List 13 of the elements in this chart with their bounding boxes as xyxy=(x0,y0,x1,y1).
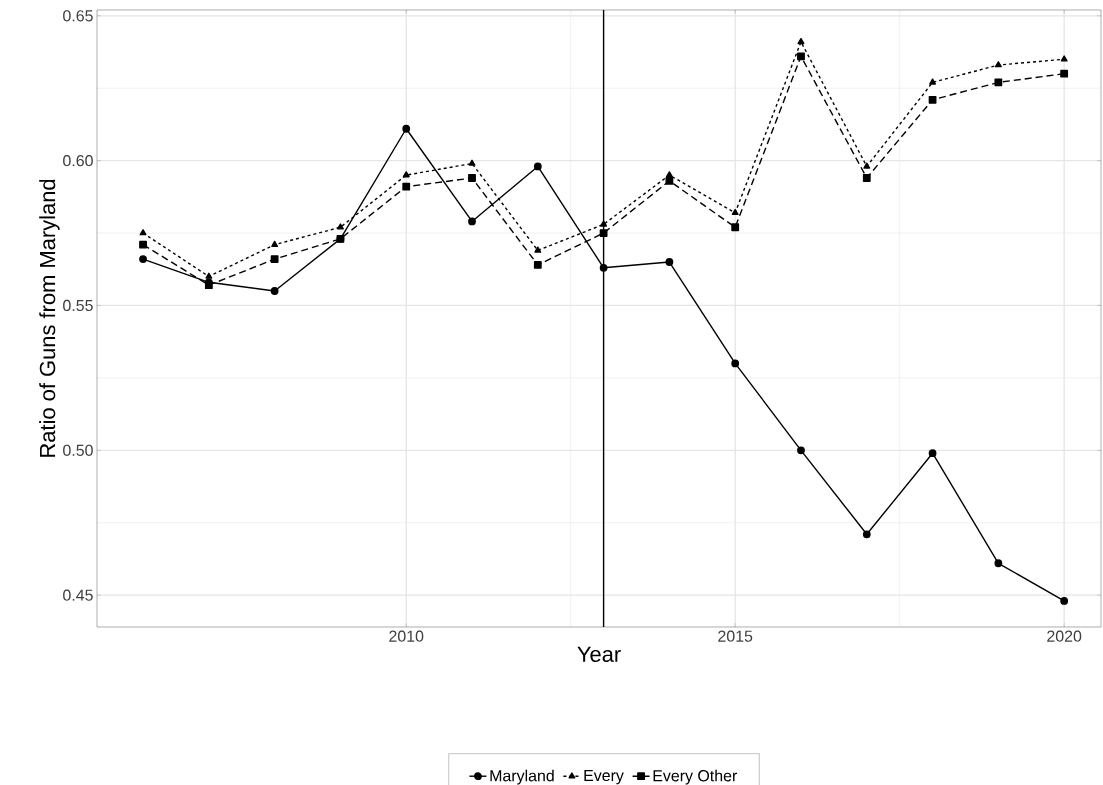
y-tick-label: 0.50 xyxy=(63,444,93,456)
y-tick-label: 0.55 xyxy=(63,299,93,312)
x-tick-label: 2015 xyxy=(718,630,753,642)
legend-label: Every Other xyxy=(653,769,738,785)
x-tick-label: 2010 xyxy=(389,630,424,642)
legend-label: Every xyxy=(584,769,624,785)
y-tick-label: 0.45 xyxy=(63,589,93,601)
y-tick-label: 0.60 xyxy=(63,154,93,167)
y-axis-title: Ratio of Guns from Maryland xyxy=(39,179,60,457)
y-tick-label: 0.65 xyxy=(63,10,93,22)
legend-label: Maryland xyxy=(490,769,554,785)
x-axis-title: Year xyxy=(577,646,621,662)
x-tick-label: 2020 xyxy=(1047,630,1082,642)
